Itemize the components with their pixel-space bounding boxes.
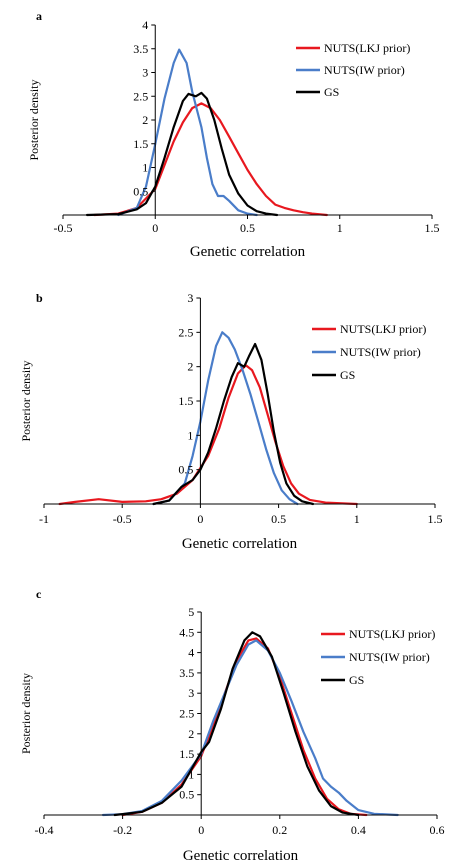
x-tick-label: -0.2	[113, 823, 132, 837]
x-tick-label: 0	[197, 512, 203, 526]
legend-label: NUTS(IW prior)	[340, 345, 421, 359]
y-tick-label: 3	[187, 291, 193, 305]
y-tick-label: 2.5	[178, 325, 193, 339]
y-axis-title: Posterior density	[19, 361, 33, 442]
legend: NUTS(LKJ prior) NUTS(IW prior) GS	[312, 322, 426, 382]
chart-panel-c: c -0.4 -0.2 0 0.2 0.4 0.6 0.5 1 1.5 2 2.5 3 3.5 4 4.5 5 G…	[19, 587, 445, 862]
y-tick-label: 1	[188, 767, 194, 781]
chart-panel-a: a -0.5 0 0.5 1 1.5 0.5 1 1.5 2 2.5 3 3.5 4 Genetic cor…	[27, 9, 440, 260]
legend: NUTS(LKJ prior) NUTS(IW prior) GS	[296, 41, 410, 99]
x-tick-label: 0.2	[272, 823, 287, 837]
x-tick-label: 1	[354, 512, 360, 526]
y-tick-label: 1	[187, 428, 193, 442]
series-line-1	[58, 364, 358, 506]
x-tick-label: -0.5	[54, 221, 73, 235]
y-tick-label: 4.5	[179, 625, 194, 639]
series-line-2	[152, 331, 299, 506]
y-tick-label: 0.5	[179, 788, 194, 802]
x-axis-title: Genetic correlation	[190, 244, 306, 260]
chart-panel-b: b -1 -0.5 0 0.5 1 1.5 0.5 1 1.5 2 2.5 3 Genetic corre…	[19, 291, 443, 552]
legend-label: NUTS(IW prior)	[324, 63, 405, 77]
series-line-2	[101, 639, 399, 817]
y-tick-label: 3.5	[179, 666, 194, 680]
x-tick-label: -1	[39, 512, 49, 526]
y-tick-label: 2	[187, 360, 193, 374]
panel-letter: b	[36, 291, 43, 305]
y-tick-label: 4	[188, 646, 194, 660]
series-line-3	[152, 342, 315, 506]
y-tick-label: 2.5	[133, 89, 148, 103]
y-tick-label: 0.5	[133, 184, 148, 198]
y-axis-title: Posterior density	[19, 673, 33, 754]
y-tick-label: 2	[188, 727, 194, 741]
series-line-2	[117, 48, 258, 217]
x-tick-label: 0	[198, 823, 204, 837]
x-tick-label: -0.5	[113, 512, 132, 526]
y-axis-title: Posterior density	[27, 80, 41, 161]
y-tick-label: 1.5	[178, 394, 193, 408]
y-tick-label: 0.5	[178, 463, 193, 477]
y-tick-label: 2.5	[179, 707, 194, 721]
y-tick-label: 1.5	[133, 137, 148, 151]
x-tick-label: 0	[152, 221, 158, 235]
legend-label: NUTS(LKJ prior)	[324, 41, 410, 55]
x-tick-label: 0.5	[240, 221, 255, 235]
x-tick-label: 1.5	[425, 221, 440, 235]
legend-label: GS	[349, 673, 364, 687]
legend-label: NUTS(LKJ prior)	[349, 627, 435, 641]
y-tick-label: 1	[142, 161, 148, 175]
series-line-1	[121, 637, 368, 817]
legend-label: NUTS(IW prior)	[349, 650, 430, 664]
y-tick-label: 4	[142, 18, 148, 32]
x-tick-label: -0.4	[35, 823, 54, 837]
legend-label: GS	[324, 85, 339, 99]
panel-letter: c	[36, 587, 42, 601]
x-axis-title: Genetic correlation	[182, 536, 298, 552]
y-tick-label: 3	[188, 686, 194, 700]
series-line-3	[85, 91, 279, 217]
panel-letter: a	[36, 9, 42, 23]
x-tick-label: 1	[337, 221, 343, 235]
y-tick-label: 2	[142, 113, 148, 127]
y-tick-label: 3.5	[133, 42, 148, 56]
series-line-3	[113, 631, 360, 817]
y-tick-label: 5	[188, 605, 194, 619]
x-tick-label: 1.5	[428, 512, 443, 526]
legend: NUTS(LKJ prior) NUTS(IW prior) GS	[321, 627, 435, 687]
legend-label: NUTS(LKJ prior)	[340, 322, 426, 336]
series-line-1	[93, 102, 328, 217]
x-tick-label: 0.5	[271, 512, 286, 526]
y-tick-label: 1.5	[179, 747, 194, 761]
y-tick-label: 3	[142, 66, 148, 80]
x-axis-title: Genetic correlation	[183, 848, 299, 862]
legend-label: GS	[340, 368, 355, 382]
x-tick-label: 0.4	[351, 823, 366, 837]
x-tick-label: 0.6	[430, 823, 445, 837]
